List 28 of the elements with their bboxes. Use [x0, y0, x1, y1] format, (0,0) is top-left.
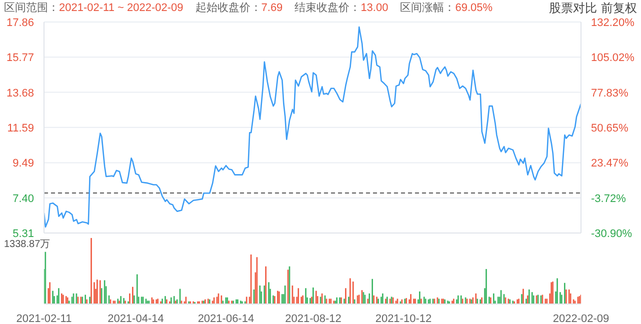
y-tick-label: 5.31 [12, 228, 34, 240]
y-tick-label: 15.77 [6, 52, 34, 64]
x-tick-label: 2021-06-14 [198, 313, 254, 324]
y2-tick-label: 132.20% [591, 17, 635, 29]
y2-tick-label: 77.83% [591, 87, 629, 100]
x-tick-label: 2021-04-14 [108, 313, 164, 324]
annotation: 1338.87万 [4, 239, 50, 251]
text: 区间范围：2021-02-11 ~ 2022-02-09 [4, 2, 184, 14]
y-tick-label: 11.59 [7, 122, 34, 134]
y2-tick-label: 23.47% [591, 158, 629, 170]
line-series [44, 26, 581, 228]
y2-tick-label: -3.72% [591, 192, 626, 205]
text: 前复权 [601, 1, 637, 15]
y2-tick-label: 105.02% [591, 52, 635, 64]
y-tick-label: 9.49 [12, 158, 34, 170]
y-tick-label: 13.68 [6, 87, 34, 100]
text: 结束收盘价：13.00 [294, 2, 388, 14]
text: 股票对比 [549, 1, 597, 15]
x-tick-label: 2021-08-12 [285, 313, 342, 324]
y-tick-label: 7.40 [12, 192, 34, 205]
y-tick-label: 17.86 [6, 17, 34, 29]
x-tick-label: 2022-02-09 [552, 313, 610, 324]
x-tick-label: 2021-10-12 [375, 313, 432, 324]
y2-tick-label: -30.90% [591, 228, 632, 240]
y2-tick-label: 50.65% [591, 122, 629, 134]
text: 起始收盘价：7.69 [195, 2, 283, 14]
text: 区间涨幅：69.05% [400, 2, 493, 14]
x-tick-label: 2021-02-11 [16, 313, 72, 324]
